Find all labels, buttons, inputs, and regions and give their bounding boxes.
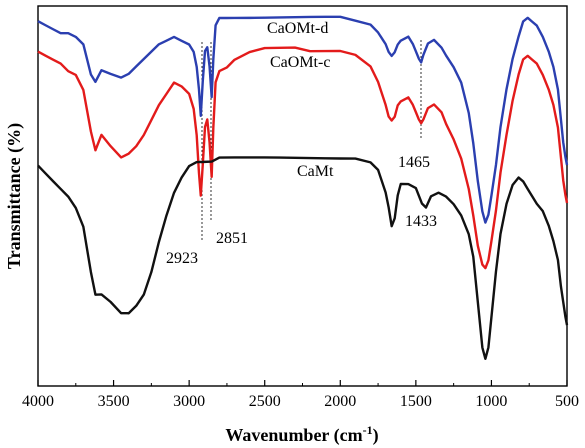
series-line-camt — [37, 156, 569, 361]
x-tick-label-2000: 2000 — [324, 393, 356, 410]
series-label-caomt-d: CaOMt-d — [267, 20, 328, 37]
x-tick-label-1000: 1000 — [475, 393, 507, 410]
series-label-caomt-c: CaOMt-c — [270, 54, 330, 71]
x-tick-label-2500: 2500 — [249, 393, 281, 410]
x-tick-label-3000: 3000 — [173, 393, 205, 410]
peak-label-1433: 1433 — [405, 213, 437, 230]
series-line-caomt-d — [37, 15, 569, 224]
y-axis-title: Transmittance (%) — [4, 123, 25, 269]
series-line-caomt-c — [37, 46, 569, 270]
x-axis-ticks: 4000 3500 3000 2500 2000 1500 1000 500 — [22, 380, 579, 410]
peak-label-1465: 1465 — [398, 154, 430, 171]
peak-label-2923: 2923 — [166, 250, 198, 267]
x-tick-label-4000: 4000 — [22, 393, 54, 410]
x-tick-label-500: 500 — [555, 393, 579, 410]
x-tick-label-1500: 1500 — [400, 393, 432, 410]
series-group — [37, 15, 569, 361]
x-axis-title: Wavenumber (cm-1) — [225, 423, 378, 446]
peak-label-2851: 2851 — [216, 230, 248, 247]
series-label-camt: CaMt — [297, 163, 334, 180]
x-tick-label-3500: 3500 — [98, 393, 130, 410]
